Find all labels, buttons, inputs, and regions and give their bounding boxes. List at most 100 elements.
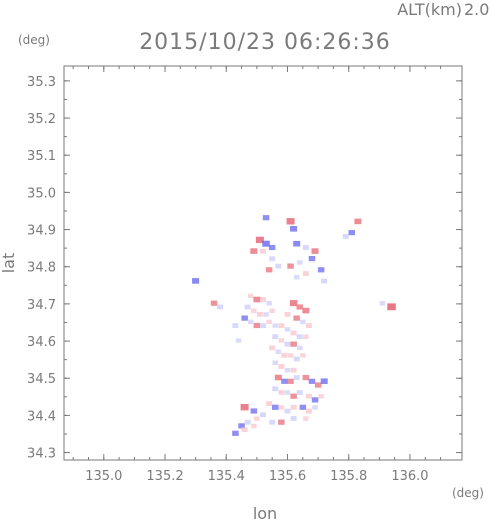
heatmap-cell <box>266 401 273 406</box>
y-tick-label: 34.3 <box>27 447 56 462</box>
x-tick-label: 135.0 <box>85 469 122 484</box>
y-tick-label: 34.9 <box>27 224 56 239</box>
heatmap-cell <box>269 308 275 313</box>
heatmap-cell <box>290 393 297 399</box>
heatmap-cell <box>379 301 386 306</box>
heatmap-cell <box>278 419 285 425</box>
y-tick-label: 35.2 <box>27 112 56 127</box>
heatmap-cell <box>278 390 285 395</box>
y-unit: (deg) <box>18 33 50 47</box>
heatmap-cell <box>297 345 303 351</box>
heatmap-cell <box>290 330 297 336</box>
heatmap-cell <box>269 345 276 351</box>
y-tick-label: 35.1 <box>27 149 56 164</box>
plot-frame <box>63 65 463 461</box>
heatmap-cell <box>241 315 248 321</box>
heatmap-cell <box>266 319 272 325</box>
heatmap-cell <box>263 312 269 317</box>
heatmap-cells <box>192 215 396 436</box>
heatmap-cell <box>274 374 282 381</box>
heatmap-cell <box>253 296 261 303</box>
heatmap-cell <box>278 338 285 343</box>
x-axis-label: lon <box>253 504 277 521</box>
heatmap-cell <box>262 240 270 247</box>
heatmap-cell <box>240 404 249 411</box>
heatmap-cell <box>284 408 291 414</box>
heatmap-cell <box>278 405 285 410</box>
heatmap-cell <box>293 240 301 247</box>
heatmap-cell <box>296 334 303 340</box>
heatmap-cell <box>272 323 278 328</box>
heatmap-cell <box>284 341 291 347</box>
heatmap-cell <box>238 423 245 429</box>
heatmap-cell <box>251 308 257 313</box>
heatmap-cell <box>248 319 254 325</box>
heatmap-cell <box>300 319 306 325</box>
heatmap-cell <box>308 256 316 262</box>
heatmap-cell <box>387 303 396 311</box>
y-tick-label: 34.6 <box>27 335 56 350</box>
heatmap-cell <box>192 278 200 284</box>
heatmap-cell <box>278 364 285 369</box>
heatmap-cell <box>287 353 294 358</box>
heatmap-cell <box>293 275 300 280</box>
heatmap-cell <box>253 322 261 329</box>
heatmap-cell <box>260 297 266 302</box>
heatmap-cell <box>348 230 355 236</box>
heatmap-cell <box>303 416 309 421</box>
heatmap-cell <box>300 353 306 358</box>
heatmap-cell <box>269 419 276 425</box>
heatmap-cell <box>289 300 298 307</box>
y-tick-label: 34.7 <box>27 298 56 313</box>
heatmap-cell <box>287 263 294 269</box>
heatmap-cell <box>269 256 276 262</box>
heatmap-cell <box>321 278 328 284</box>
heatmap-cell <box>290 341 297 347</box>
heatmap-cell <box>255 236 264 244</box>
heatmap-cell <box>305 408 312 414</box>
heatmap-cell <box>250 408 258 414</box>
heatmap-cell <box>293 356 300 362</box>
altitude-value: 2.0 <box>464 0 489 19</box>
heatmap-cell <box>284 390 291 395</box>
heatmap-cell <box>260 323 266 328</box>
heatmap-cell <box>303 334 309 339</box>
x-unit: (deg) <box>452 486 484 500</box>
x-tick-label: 135.2 <box>146 469 183 484</box>
heatmap-cell <box>232 430 239 436</box>
heatmap-cell <box>268 244 276 251</box>
heatmap-cell <box>302 375 310 381</box>
heatmap-cell <box>320 378 328 384</box>
heatmap-cell <box>302 271 309 276</box>
heatmap-cell <box>254 416 260 421</box>
heatmap-cell <box>266 301 272 306</box>
heatmap-cell <box>244 419 251 425</box>
heatmap-cell <box>312 405 318 410</box>
heatmap-cell <box>284 312 291 317</box>
heatmap-cell <box>281 352 288 358</box>
heatmap-cell <box>265 267 273 273</box>
heatmap-cell <box>297 260 303 265</box>
heatmap-cell <box>317 267 325 273</box>
altitude-label: ALT(km) <box>397 0 462 19</box>
heatmap-cell <box>286 218 295 225</box>
heatmap-cell <box>272 334 279 340</box>
x-tick-label: 135.8 <box>330 469 367 484</box>
heatmap-cell <box>217 304 224 310</box>
timestamp: 2015/10/23 06:26:36 <box>139 30 391 55</box>
heatmap-cell <box>296 304 303 310</box>
y-tick-label: 35.3 <box>27 75 56 90</box>
heatmap-cell <box>290 226 298 232</box>
heatmap-cell <box>281 378 288 384</box>
heatmap-cell <box>260 248 266 254</box>
x-tick-label: 135.6 <box>269 469 306 484</box>
x-tick-label: 135.4 <box>208 469 245 484</box>
heatmap-cell <box>311 397 319 403</box>
x-tick-label: 136.0 <box>391 469 428 484</box>
heatmap-cell <box>287 378 294 384</box>
heatmap-cell <box>251 423 257 429</box>
y-tick-label: 34.4 <box>27 409 56 424</box>
heatmap-cell <box>290 405 297 410</box>
heatmap-cell <box>248 293 254 299</box>
